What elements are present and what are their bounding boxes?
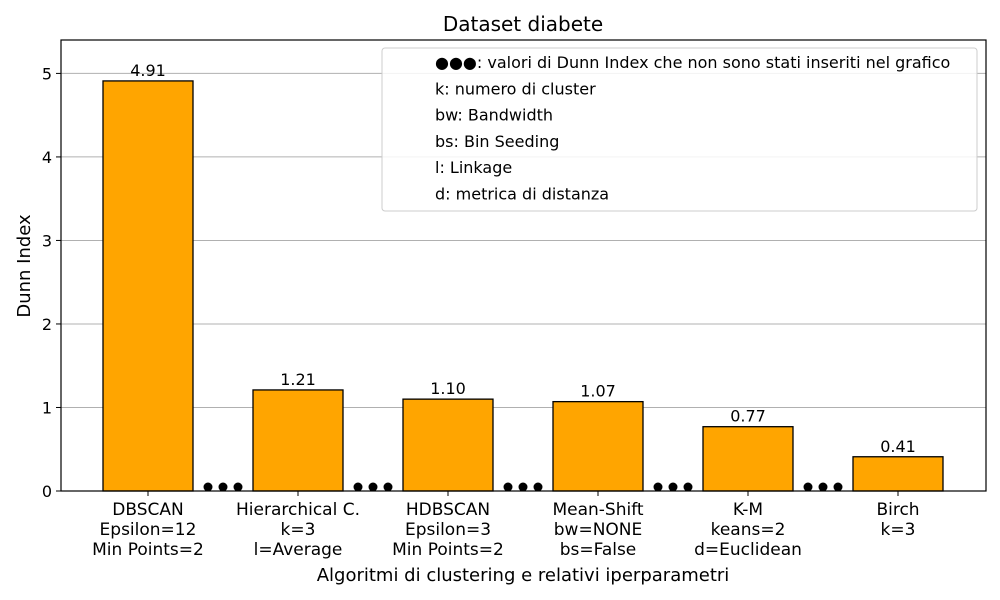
omitted-dot [503,482,513,492]
y-tick-label: 1 [42,398,52,417]
x-tick-label: K-M [733,500,763,520]
x-tick-label: Birch [876,500,919,520]
omitted-dot [353,482,363,492]
legend-entry: bs: Bin Seeding [435,132,559,151]
bar [552,400,644,492]
x-tick-label: DBSCAN [112,500,183,520]
omitted-dot [683,482,693,492]
bars: 4.91 1.21 1.10 1.07 0.77 0.41 [102,61,944,492]
omitted-dot [833,482,843,492]
omitted-dot [383,482,393,492]
omitted-dot [518,482,528,492]
x-tick-label: Epsilon=12 [100,520,197,540]
y-tick-label: 0 [42,482,52,501]
bar [102,80,194,492]
chart-title: Dataset diabete [443,12,603,36]
y-tick-label: 3 [42,231,52,250]
omitted-dot [803,482,813,492]
legend-entry: k: numero di cluster [435,79,596,98]
y-tick-label: 5 [42,64,52,83]
bar [852,456,944,492]
omitted-dot [533,482,543,492]
bar [702,426,794,492]
omitted-dot [218,482,228,492]
y-tick-label: 4 [42,148,52,167]
x-axis-label: Algoritmi di clustering e relativi iperp… [317,565,730,586]
omitted-dot [233,482,243,492]
x-tick-label: bs=False [560,540,637,560]
y-ticks: 0 1 2 3 4 5 [42,64,61,501]
x-tick-label: l=Average [254,540,343,560]
x-tick-label: Mean-Shift [552,500,643,520]
legend-entry: l: Linkage [435,158,512,177]
omitted-dot [818,482,828,492]
data-label: 0.77 [730,407,766,426]
data-label: 1.07 [580,382,616,401]
data-label: 4.91 [130,61,166,80]
x-tick-label: d=Euclidean [694,540,802,560]
legend-entry: d: metrica di distanza [435,185,609,204]
x-tick-label: k=3 [881,520,916,540]
x-tick-label: Min Points=2 [92,540,204,560]
legend-entry: ●●●: valori di Dunn Index che non sono s… [435,53,950,72]
bar [402,398,494,492]
y-tick-label: 2 [42,315,52,334]
data-label: 0.41 [880,437,916,456]
data-label: 1.21 [280,370,316,389]
legend: ●●●: valori di Dunn Index che non sono s… [381,47,978,212]
x-tick-label: bw=NONE [554,520,643,540]
legend-entry: bw: Bandwidth [435,106,553,125]
bar [252,389,344,492]
x-tick-label: Min Points=2 [392,540,504,560]
x-tick-label: keans=2 [711,520,786,540]
omitted-value-dots [203,482,843,492]
omitted-dot [653,482,663,492]
data-label: 1.10 [430,379,466,398]
x-tick-label: Epsilon=3 [405,520,491,540]
omitted-dot [203,482,213,492]
legend-box [381,47,978,212]
y-axis-label: Dunn Index [14,214,35,318]
omitted-dot [668,482,678,492]
x-tick-label: Hierarchical C. [236,500,360,520]
x-tick-label: k=3 [281,520,316,540]
omitted-dot [368,482,378,492]
x-tick-label: HDBSCAN [406,500,490,520]
plot-frame [60,39,987,492]
